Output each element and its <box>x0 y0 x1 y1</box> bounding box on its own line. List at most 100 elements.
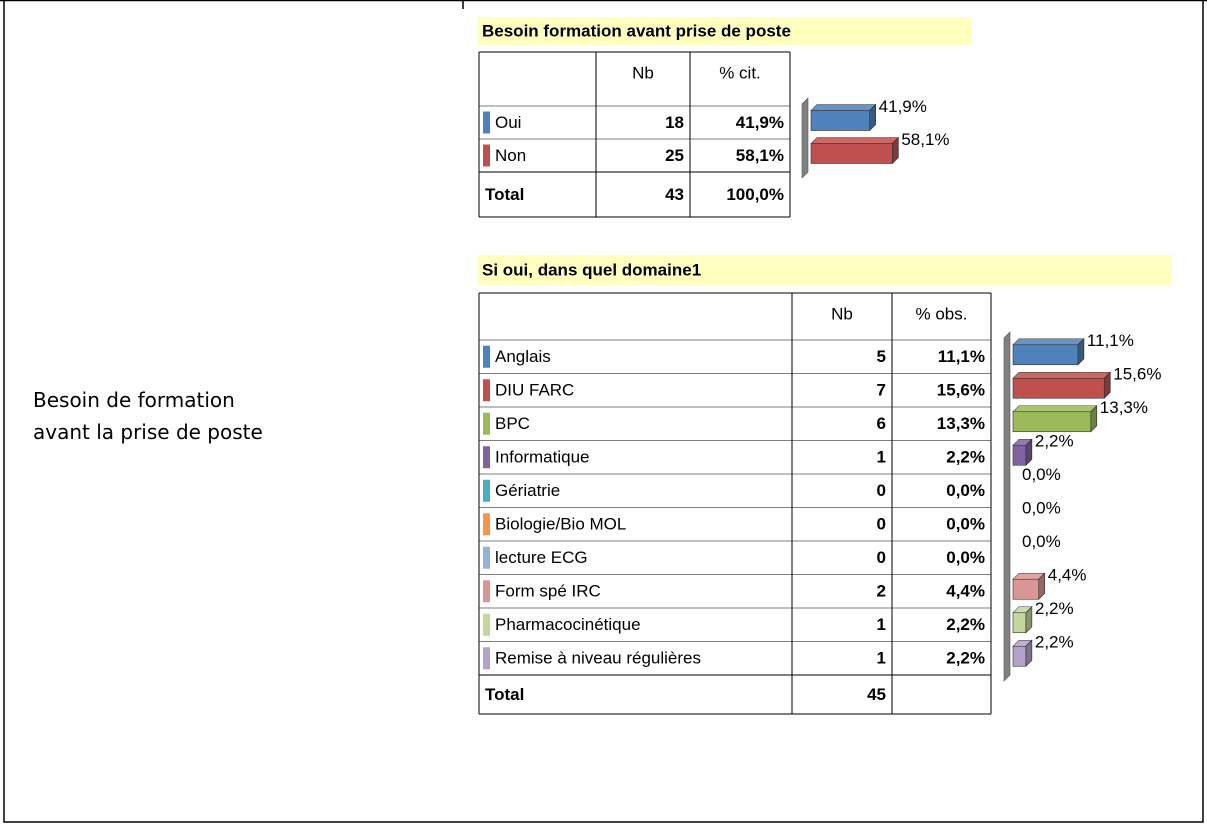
row-label: Non <box>495 146 526 165</box>
total-label: Total <box>485 685 524 704</box>
column-header: Nb <box>632 63 654 82</box>
bar-side-shade <box>1104 372 1111 399</box>
nb-value: 25 <box>665 146 684 165</box>
nb-value: 7 <box>877 381 886 400</box>
bar-side-shade <box>1025 439 1032 466</box>
row-label: Besoin de formation avant la prise de po… <box>33 388 263 444</box>
bar <box>1012 377 1105 399</box>
bar-side-shade <box>1038 573 1045 600</box>
row-label: Biologie/Bio MOL <box>495 515 626 534</box>
bar-side-shade <box>1077 338 1084 365</box>
bar-label: 0,0% <box>1022 499 1061 518</box>
row-label: lecture ECG <box>495 548 588 567</box>
color-marker <box>483 513 490 536</box>
color-marker <box>483 412 490 435</box>
nb-value: 1 <box>877 615 886 634</box>
nb-value: 0 <box>877 515 886 534</box>
pct-value: 11,1% <box>938 347 985 366</box>
bar-side-shade <box>1025 640 1032 667</box>
column-header: Nb <box>831 304 853 323</box>
bar <box>810 143 893 164</box>
row-label: BPC <box>495 414 530 433</box>
bar-label: 2,2% <box>1035 432 1074 451</box>
bar-top-shade <box>1013 405 1097 412</box>
row-label: DIU FARC <box>495 381 574 400</box>
color-marker <box>483 546 490 569</box>
nb-value: 5 <box>877 347 886 366</box>
color-marker <box>483 479 490 502</box>
title-band <box>477 17 972 45</box>
table-title: Si oui, dans quel domaine1 <box>482 260 701 279</box>
row-label: Gériatrie <box>495 481 560 500</box>
chart-wall <box>1003 331 1011 682</box>
total-nb: 43 <box>665 185 684 204</box>
column-header: % cit. <box>719 63 761 82</box>
pct-value: 2,2% <box>946 615 985 634</box>
bar-label: 0,0% <box>1022 532 1061 551</box>
pct-value: 0,0% <box>946 515 985 534</box>
bar <box>1012 444 1027 466</box>
total-pct: 100,0% <box>726 185 784 204</box>
bar <box>810 110 870 131</box>
row-label: Oui <box>495 113 521 132</box>
table-title: Besoin formation avant prise de poste <box>482 21 791 40</box>
pct-value: 41,9% <box>736 113 784 132</box>
pct-value: 13,3% <box>937 414 985 433</box>
pct-value: 15,6% <box>937 381 985 400</box>
pct-value: 2,2% <box>946 448 985 467</box>
pct-value: 2,2% <box>946 649 985 668</box>
row-label: Informatique <box>495 448 590 467</box>
bar <box>1012 645 1027 667</box>
row-label: Remise à niveau régulières <box>495 649 701 668</box>
bar-label: 0,0% <box>1022 465 1061 484</box>
bar-label: 58,1% <box>901 130 949 149</box>
total-label: Total <box>485 185 524 204</box>
nb-value: 0 <box>877 481 886 500</box>
pct-value: 0,0% <box>946 481 985 500</box>
bar <box>1012 612 1027 634</box>
nb-value: 0 <box>877 548 886 567</box>
chart-wall <box>801 97 809 179</box>
bar-top-shade <box>1013 573 1045 580</box>
color-marker <box>483 379 490 402</box>
bar <box>1012 411 1092 433</box>
nb-value: 1 <box>877 448 886 467</box>
color-marker <box>483 613 490 636</box>
color-marker <box>483 144 490 167</box>
color-marker <box>483 446 490 469</box>
title-band <box>477 255 1172 285</box>
bar-top-shade <box>811 104 876 111</box>
total-nb: 45 <box>867 685 886 704</box>
bar <box>1012 578 1040 600</box>
bar-label: 2,2% <box>1035 599 1074 618</box>
bar-label: 11,1% <box>1087 331 1134 350</box>
column-header: % obs. <box>916 304 968 323</box>
color-marker <box>483 647 490 670</box>
color-marker <box>483 345 490 368</box>
bar-label: 41,9% <box>879 97 927 116</box>
color-marker <box>483 111 490 134</box>
nb-value: 2 <box>877 582 886 601</box>
nb-value: 18 <box>665 113 684 132</box>
nb-value: 6 <box>877 414 886 433</box>
bar-top-shade <box>811 137 899 144</box>
pct-value: 4,4% <box>946 582 985 601</box>
row-label: Anglais <box>495 347 551 366</box>
bar-side-shade <box>869 104 876 131</box>
bar-side-shade <box>1025 606 1032 633</box>
bar-label: 15,6% <box>1113 365 1161 384</box>
bar-top-shade <box>1013 338 1084 345</box>
bar-label: 2,2% <box>1035 633 1074 652</box>
color-marker <box>483 580 490 603</box>
border <box>3 0 1204 823</box>
bar-side-shade <box>1090 405 1097 432</box>
bar-top-shade <box>1013 372 1111 379</box>
pct-value: 58,1% <box>736 146 784 165</box>
nb-value: 1 <box>877 649 886 668</box>
pct-value: 0,0% <box>946 548 985 567</box>
bar-side-shade <box>892 137 899 164</box>
bar <box>1012 344 1079 366</box>
row-label: Pharmacocinétique <box>495 615 641 634</box>
